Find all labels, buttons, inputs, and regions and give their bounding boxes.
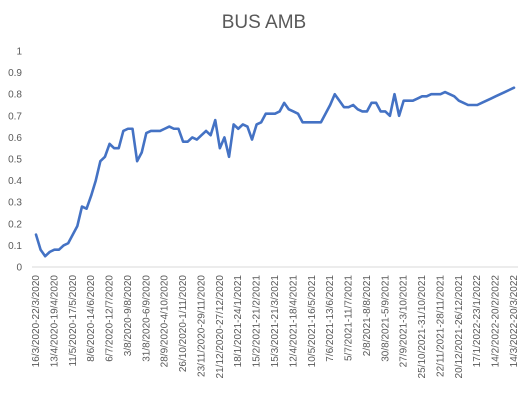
- y-tick-label: 0.8: [8, 90, 22, 101]
- y-tick-label: 0.4: [8, 176, 22, 187]
- x-tick-label: 21/12/2020-27/12/2020: [215, 275, 226, 379]
- x-axis-ticks: 16/3/2020-22/3/2020 13/4/2020-19/4/2020 11…: [31, 275, 520, 379]
- series-line: [34, 86, 516, 258]
- x-tick-label: 23/11/2020-29/11/2020: [196, 275, 207, 377]
- x-tick-label: 27/9/2021-3/10/2021: [399, 275, 410, 368]
- x-tick-label: 11/5/2020-17/5/2020: [68, 275, 79, 367]
- x-tick-label: 20/12/2021-26/12/2021: [454, 275, 465, 379]
- x-tick-label: 15/2/2021-21/2/2021: [252, 275, 263, 368]
- y-tick-label: 1: [16, 47, 22, 58]
- x-tick-label: 25/10/2021-31/10/2021: [417, 275, 428, 379]
- x-tick-label: 8/6/2020-14/6/2020: [86, 275, 97, 362]
- x-tick-label: 18/1/2021-24/1/2021: [233, 275, 244, 368]
- y-tick-label: 0.3: [8, 198, 22, 209]
- x-tick-label: 16/3/2020-22/3/2020: [31, 275, 42, 368]
- x-tick-label: 31/8/2020-6/9/2020: [141, 275, 152, 362]
- x-tick-label: 14/2/2022-20/2/2022: [491, 275, 502, 368]
- chart-title: BUS AMB: [221, 12, 307, 33]
- x-tick-label: 14/3/2022-20/3/2022: [509, 275, 520, 368]
- y-tick-label: 0.2: [8, 219, 22, 230]
- x-tick-label: 12/4/2021-18/4/2021: [288, 275, 299, 368]
- x-tick-label: 26/10/2020-1/11/2020: [178, 275, 189, 373]
- x-tick-label: 7/6/2021-13/6/2021: [325, 275, 336, 362]
- x-tick-label: 2/8/2021-8/8/2021: [362, 275, 373, 357]
- x-tick-label: 10/5/2021-16/5/2021: [307, 275, 318, 368]
- y-tick-label: 0.7: [8, 111, 22, 122]
- y-tick-label: 0.6: [8, 133, 22, 144]
- x-tick-label: 15/3/2021-21/3/2021: [270, 275, 281, 368]
- x-tick-label: 3/8/2020-9/8/2020: [123, 275, 134, 357]
- x-tick-label: 22/11/2021-28/11/2021: [435, 275, 446, 377]
- y-tick-label: 0: [16, 263, 22, 274]
- y-tick-label: 0.5: [8, 155, 22, 166]
- x-tick-label: 6/7/2020-12/7/2020: [105, 275, 116, 362]
- x-tick-label: 5/7/2021-11/7/2021: [344, 275, 355, 361]
- x-tick-label: 30/8/2021-5/9/2021: [380, 275, 391, 362]
- y-axis-ticks: 0 0.1 0.2 0.3 0.4 0.5 0.6 0.7 0.8 0.9 1: [8, 47, 22, 274]
- x-tick-label: 17/1/2022-23/1/2022: [472, 275, 483, 368]
- x-tick-label: 13/4/2020-19/4/2020: [49, 275, 60, 368]
- y-tick-label: 0.9: [8, 68, 22, 79]
- y-tick-label: 0.1: [8, 241, 22, 252]
- x-tick-label: 28/9/2020-4/10/2020: [160, 275, 171, 368]
